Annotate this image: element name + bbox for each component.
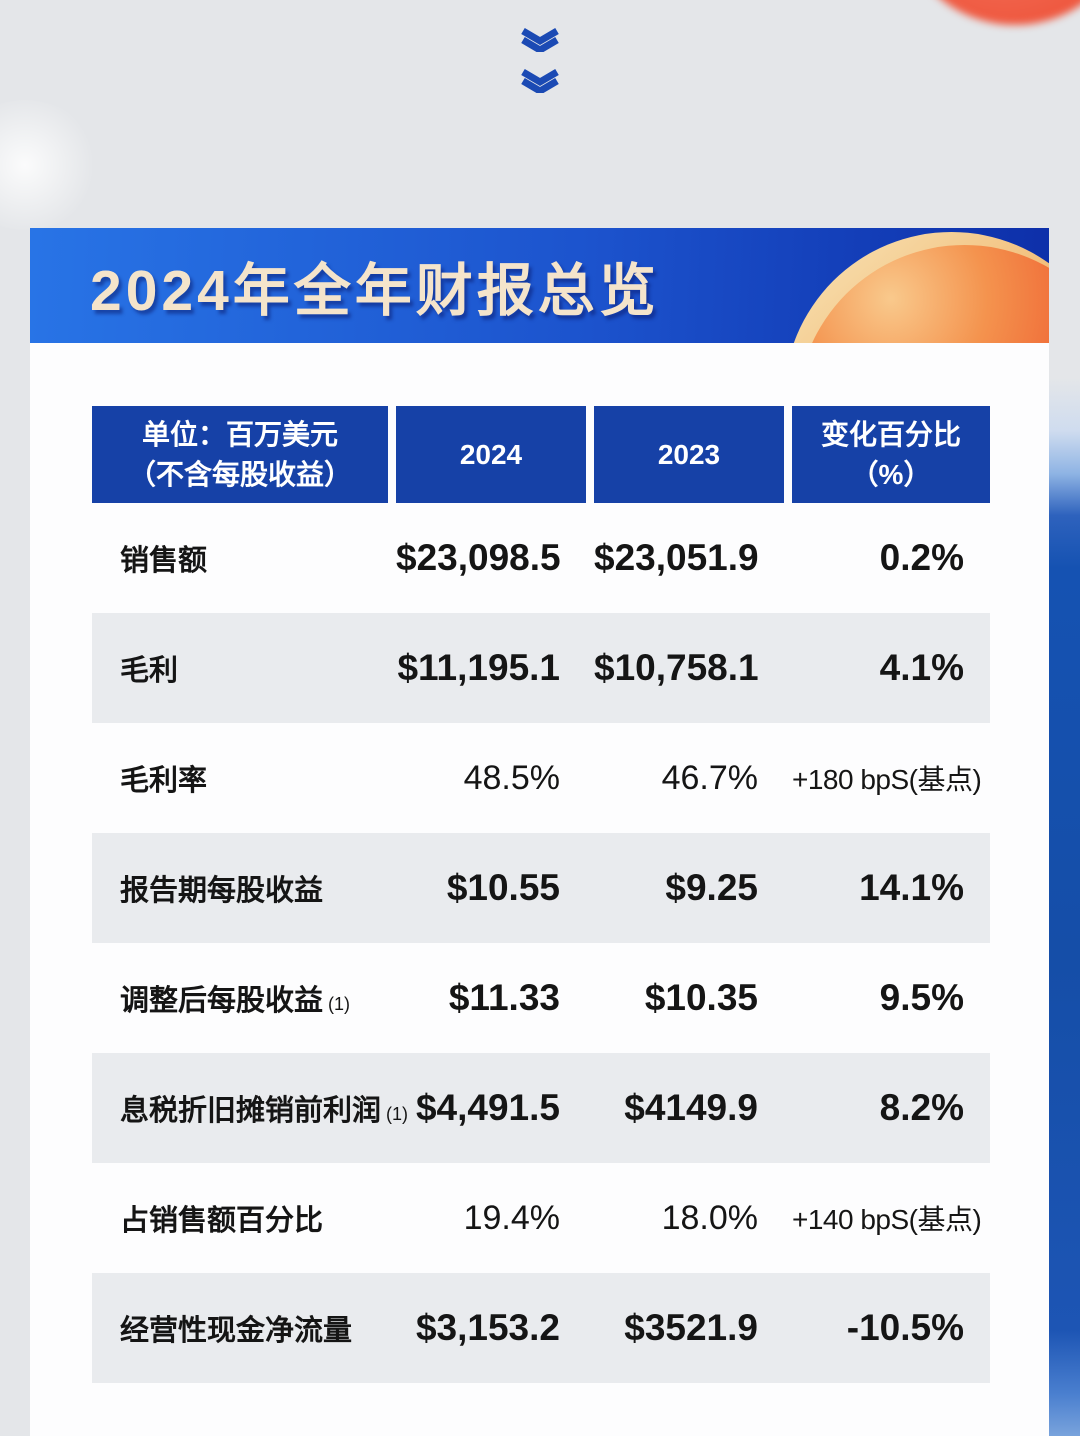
table-row: 经营性现金净流量 $3,153.2 $3521.9 -10.5% xyxy=(92,1273,990,1383)
header-change-line1: 变化百分比 xyxy=(820,419,961,451)
row-label: 息税折旧摊销前利润 xyxy=(120,1095,382,1127)
value-change: 0.2% xyxy=(879,537,964,578)
value-2023: $4149.9 xyxy=(624,1087,758,1128)
table-header-row: 单位：百万美元 （不含每股收益） 2024 2023 变化百分比 （%） xyxy=(92,406,990,503)
value-change: 9.5% xyxy=(879,977,964,1018)
table-row: 报告期每股收益 $10.55 $9.25 14.1% xyxy=(92,833,990,943)
value-2024: $3,153.2 xyxy=(415,1307,560,1348)
row-label: 经营性现金净流量 xyxy=(120,1315,353,1347)
value-2024: 19.4% xyxy=(463,1198,560,1237)
header-2023-label: 2023 xyxy=(657,438,721,470)
value-2023: 18.0% xyxy=(661,1198,758,1237)
row-label-cell: 经营性现金净流量 xyxy=(92,1307,388,1349)
row-label-cell: 毛利 xyxy=(92,647,388,689)
header-unit-line1: 单位：百万美元 xyxy=(141,419,338,451)
value-2024: $11.33 xyxy=(448,977,560,1018)
row-label: 报告期每股收益 xyxy=(120,875,324,907)
value-change: -10.5% xyxy=(846,1307,964,1348)
row-footnote: (1) xyxy=(386,1104,409,1124)
value-2024: $4,491.5 xyxy=(415,1087,560,1128)
row-label-cell: 息税折旧摊销前利润 (1) xyxy=(92,1087,408,1129)
value-2023: $3521.9 xyxy=(624,1307,758,1348)
row-footnote: (1) xyxy=(328,994,351,1014)
table-row: 调整后每股收益 (1) $11.33 $10.35 9.5% xyxy=(92,943,990,1053)
value-2024: $10.55 xyxy=(446,867,560,908)
row-label-cell: 销售额 xyxy=(92,537,388,579)
table-row: 销售额 $23,098.5 $23,051.9 0.2% xyxy=(92,503,990,613)
scroll-hint-group xyxy=(0,28,1080,93)
value-2024: $11,195.1 xyxy=(397,647,560,688)
header-unit-line2: （不含每股收益） xyxy=(127,458,352,490)
double-chevron-down-icon xyxy=(521,69,559,93)
row-label: 占销售额百分比 xyxy=(120,1205,324,1237)
row-label: 毛利率 xyxy=(120,765,208,797)
table-body: 销售额 $23,098.5 $23,051.9 0.2% 毛利 $11,195.… xyxy=(92,503,990,1383)
value-2023: $9.25 xyxy=(665,867,758,908)
table-row: 息税折旧摊销前利润 (1) $4,491.5 $4149.9 8.2% xyxy=(92,1053,990,1163)
double-chevron-down-icon xyxy=(521,28,559,52)
decor-white-glow-left xyxy=(0,100,100,230)
value-change: 8.2% xyxy=(879,1087,964,1128)
row-label: 毛利 xyxy=(120,655,179,687)
content-card: 2024年全年财报总览 单位：百万美元 （不含每股收益） 2024 2023 变… xyxy=(30,228,1049,1436)
value-2024: 48.5% xyxy=(463,758,560,797)
header-cell-2023: 2023 xyxy=(594,406,784,503)
table-row: 毛利率 48.5% 46.7% +180 bpS(基点) xyxy=(92,723,990,833)
row-label: 调整后每股收益 xyxy=(120,985,324,1017)
header-cell-2024: 2024 xyxy=(396,406,586,503)
header-cell-unit: 单位：百万美元 （不含每股收益） xyxy=(92,406,388,503)
financial-summary-table: 单位：百万美元 （不含每股收益） 2024 2023 变化百分比 （%） 销售额… xyxy=(92,406,990,1383)
value-2023: $10.35 xyxy=(644,977,758,1018)
value-change: +180 bpS(基点) xyxy=(792,764,982,795)
title-banner: 2024年全年财报总览 xyxy=(30,228,1049,343)
value-2023: $23,051.9 xyxy=(594,537,759,578)
row-label-cell: 报告期每股收益 xyxy=(92,867,388,909)
row-label-cell: 调整后每股收益 (1) xyxy=(92,977,388,1019)
row-label-cell: 占销售额百分比 xyxy=(92,1197,388,1239)
value-change: 14.1% xyxy=(859,867,964,908)
row-label: 销售额 xyxy=(120,545,208,577)
value-2024: $23,098.5 xyxy=(396,537,561,578)
value-change: 4.1% xyxy=(879,647,964,688)
row-label-cell: 毛利率 xyxy=(92,757,388,799)
value-2023: $10,758.1 xyxy=(594,647,759,688)
header-cell-change: 变化百分比 （%） xyxy=(792,406,990,503)
decor-red-circle-top-right xyxy=(905,0,1080,25)
header-2024-label: 2024 xyxy=(459,438,523,470)
header-change-line2: （%） xyxy=(850,458,932,490)
page-title: 2024年全年财报总览 xyxy=(90,258,660,323)
value-2023: 46.7% xyxy=(661,758,758,797)
decor-blue-band-right xyxy=(1049,378,1080,1436)
table-row: 毛利 $11,195.1 $10,758.1 4.1% xyxy=(92,613,990,723)
value-change: +140 bpS(基点) xyxy=(792,1204,982,1235)
table-row: 占销售额百分比 19.4% 18.0% +140 bpS(基点) xyxy=(92,1163,990,1273)
